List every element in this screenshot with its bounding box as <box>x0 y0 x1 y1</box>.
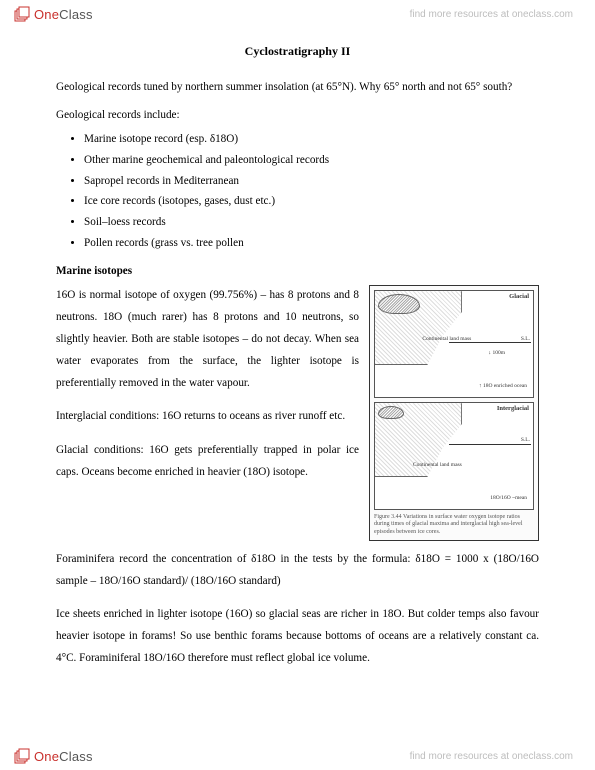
header-tagline: find more resources at oneclass.com <box>410 9 573 20</box>
sea-drop-label: ↓ 100m <box>488 350 505 357</box>
landmass-label: Continental land mass <box>413 462 462 469</box>
page-footer: OneClass find more resources at oneclass… <box>0 742 595 770</box>
list-item: Ice core records (isotopes, gases, dust … <box>84 191 539 212</box>
text-column: 16O is normal isotope of oxygen (99.756%… <box>56 285 359 496</box>
figure-caption: Figure 3.44 Variations in surface water … <box>374 514 534 536</box>
brand-name: OneClass <box>34 7 93 22</box>
list-item: Marine isotope record (esp. δ18O) <box>84 129 539 150</box>
landmass-label: Continental land mass <box>422 336 471 343</box>
ocean-note: 18O/16O ~mean <box>490 495 527 502</box>
document-body: Cyclostratigraphy II Geological records … <box>56 40 539 730</box>
brand-logo: OneClass <box>14 6 93 22</box>
brand-name: OneClass <box>34 749 93 764</box>
paper-stack-icon <box>14 6 30 22</box>
records-list: Marine isotope record (esp. δ18O) Other … <box>84 129 539 253</box>
ice-sheets-paragraph: Ice sheets enriched in lighter isotope (… <box>56 604 539 670</box>
list-item: Pollen records (grass vs. tree pollen <box>84 233 539 254</box>
isotope-paragraph-1: 16O is normal isotope of oxygen (99.756%… <box>56 285 359 394</box>
icecap-shape <box>378 294 420 314</box>
panel-label: Interglacial <box>497 405 529 413</box>
panel-label: Glacial <box>509 293 529 301</box>
two-column-region: 16O is normal isotope of oxygen (99.756%… <box>56 285 539 541</box>
figure-box: Glacial S.L. ↓ 100m Continental land mas… <box>369 285 539 541</box>
foram-formula-paragraph: Foraminifera record the concentration of… <box>56 549 539 593</box>
section-heading-marine-isotopes: Marine isotopes <box>56 261 539 283</box>
paper-stack-icon <box>14 748 30 764</box>
records-heading: Geological records include: <box>56 105 539 127</box>
isotope-paragraph-2: Interglacial conditions: 16O returns to … <box>56 406 359 428</box>
sea-level-line <box>449 444 531 445</box>
sea-level-label: S.L. <box>521 437 530 444</box>
list-item: Sapropel records in Mediterranean <box>84 171 539 192</box>
ocean-note: ↑ 18O enriched ocean <box>479 383 527 390</box>
figure-column: Glacial S.L. ↓ 100m Continental land mas… <box>369 285 539 541</box>
page-title: Cyclostratigraphy II <box>56 40 539 63</box>
icecap-shape <box>378 406 404 419</box>
page-header: OneClass find more resources at oneclass… <box>0 0 595 28</box>
sea-level-label: S.L. <box>521 336 530 343</box>
figure-panel-glacial: Glacial S.L. ↓ 100m Continental land mas… <box>374 290 534 398</box>
list-item: Soil–loess records <box>84 212 539 233</box>
isotope-paragraph-3: Glacial conditions: 16O gets preferentia… <box>56 440 359 484</box>
list-item: Other marine geochemical and paleontolog… <box>84 150 539 171</box>
footer-tagline: find more resources at oneclass.com <box>410 751 573 762</box>
brand-logo: OneClass <box>14 748 93 764</box>
intro-paragraph: Geological records tuned by northern sum… <box>56 77 539 99</box>
figure-panel-interglacial: Interglacial S.L. Continental land mass … <box>374 402 534 510</box>
